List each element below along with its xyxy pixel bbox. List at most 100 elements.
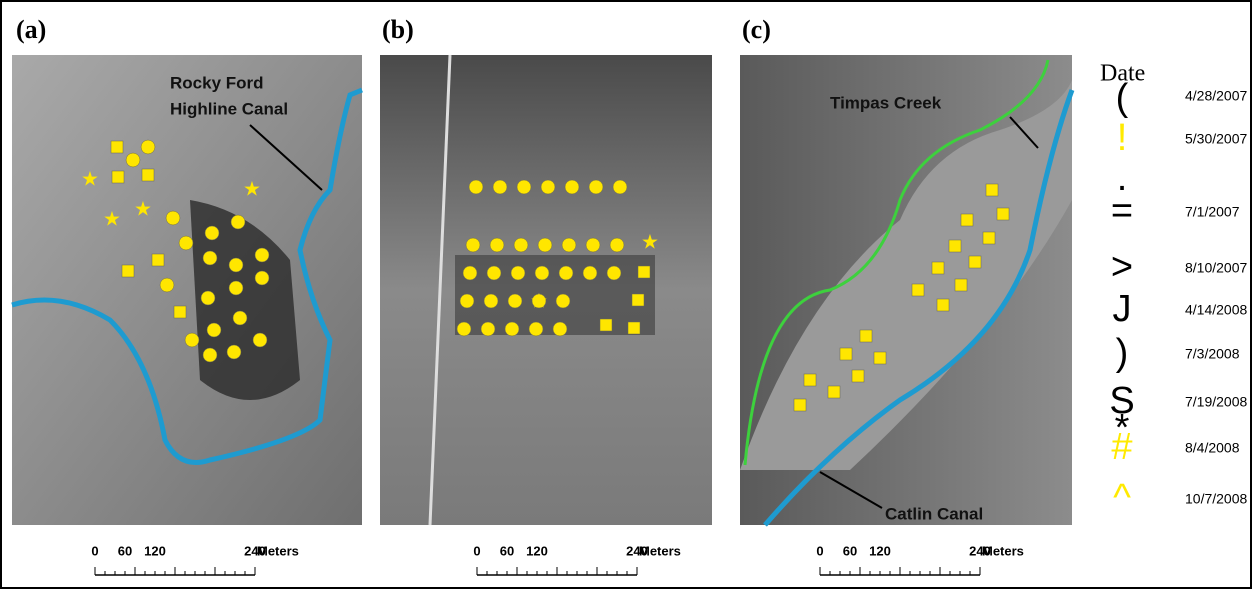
legend-date: 8/4/2008 bbox=[1185, 440, 1240, 456]
site-marker bbox=[859, 329, 873, 343]
site-marker bbox=[165, 210, 181, 226]
site-marker bbox=[558, 265, 574, 281]
site-marker bbox=[960, 213, 974, 227]
labels: (a) (b) (c) Rocky Ford Highline Canal Timpas … bbox=[16, 15, 1247, 576]
scale-label: 60 bbox=[118, 543, 132, 558]
legend-symbol: J bbox=[1113, 288, 1132, 330]
site-marker bbox=[459, 293, 475, 309]
scale-label: 0 bbox=[816, 543, 823, 558]
legend-symbol: > bbox=[1111, 246, 1133, 288]
legend-date: 4/28/2007 bbox=[1185, 88, 1247, 104]
site-marker bbox=[252, 332, 268, 348]
site-marker bbox=[609, 237, 625, 253]
site-marker bbox=[516, 179, 532, 195]
site-marker bbox=[637, 265, 651, 279]
arrow bbox=[249, 124, 323, 191]
arrow bbox=[819, 471, 883, 509]
scale-label: 240 bbox=[626, 543, 648, 558]
legend-symbol: ) bbox=[1116, 332, 1129, 374]
site-marker bbox=[254, 247, 270, 263]
site-marker bbox=[531, 293, 547, 309]
legend-symbol: S bbox=[1109, 380, 1134, 422]
site-marker bbox=[178, 235, 194, 251]
site-marker bbox=[140, 139, 156, 155]
site-marker bbox=[456, 321, 472, 337]
site-marker bbox=[230, 214, 246, 230]
site-marker bbox=[125, 152, 141, 168]
scale-label: 120 bbox=[144, 543, 166, 558]
site-marker bbox=[627, 321, 641, 335]
site-marker bbox=[968, 255, 982, 269]
arrow bbox=[1009, 116, 1039, 149]
site-marker bbox=[173, 305, 187, 319]
legend-symbol: ! bbox=[1117, 117, 1128, 159]
site-marker bbox=[200, 290, 216, 306]
scale-label: 0 bbox=[91, 543, 98, 558]
site-marker bbox=[606, 265, 622, 281]
site-marker bbox=[110, 140, 124, 154]
scale-label: 120 bbox=[526, 543, 548, 558]
site-marker bbox=[507, 293, 523, 309]
site-marker bbox=[931, 261, 945, 275]
site-marker bbox=[228, 257, 244, 273]
site-marker bbox=[588, 179, 604, 195]
site-marker bbox=[982, 231, 996, 245]
site-marker bbox=[631, 293, 645, 307]
scale-label: 0 bbox=[473, 543, 480, 558]
scale-label: 240 bbox=[969, 543, 991, 558]
site-marker bbox=[911, 283, 925, 297]
site-marker bbox=[480, 321, 496, 337]
site-marker bbox=[510, 265, 526, 281]
site-marker bbox=[793, 398, 807, 412]
site-marker bbox=[985, 183, 999, 197]
site-marker bbox=[159, 277, 175, 293]
site-marker bbox=[462, 265, 478, 281]
site-marker bbox=[528, 321, 544, 337]
panel-label: (a) bbox=[16, 15, 46, 44]
site-marker bbox=[465, 237, 481, 253]
site-marker: ★ bbox=[530, 290, 548, 312]
site-marker bbox=[486, 265, 502, 281]
aerial-image bbox=[12, 55, 362, 525]
panel-label: (c) bbox=[742, 15, 771, 44]
site-marker bbox=[513, 237, 529, 253]
legend-symbol: # bbox=[1111, 426, 1132, 468]
site-marker bbox=[206, 322, 222, 338]
site-marker bbox=[827, 385, 841, 399]
site-marker bbox=[141, 168, 155, 182]
site-marker bbox=[612, 179, 628, 195]
site-marker bbox=[599, 318, 613, 332]
site-markers: ★★ ★★★★ bbox=[81, 139, 1010, 412]
site-marker bbox=[111, 170, 125, 184]
site-marker bbox=[232, 310, 248, 326]
annotation: Rocky Ford bbox=[170, 73, 264, 92]
scale-label: 120 bbox=[869, 543, 891, 558]
site-marker bbox=[202, 347, 218, 363]
site-marker bbox=[936, 298, 950, 312]
scale-unit: Meters bbox=[639, 543, 681, 558]
site-marker bbox=[839, 347, 853, 361]
canal bbox=[11, 87, 363, 465]
site-marker: ★ bbox=[641, 231, 659, 253]
scale-unit: Meters bbox=[982, 543, 1024, 558]
site-marker bbox=[564, 179, 580, 195]
legend-symbol: * bbox=[1115, 407, 1130, 449]
site-marker: ★ bbox=[81, 168, 99, 190]
site-marker bbox=[492, 179, 508, 195]
site-marker bbox=[228, 280, 244, 296]
site-marker bbox=[468, 179, 484, 195]
road bbox=[428, 54, 452, 526]
scale-unit: Meters bbox=[257, 543, 299, 558]
site-marker bbox=[184, 332, 200, 348]
legend-date: 4/14/2008 bbox=[1185, 302, 1247, 318]
site-marker bbox=[552, 321, 568, 337]
creek bbox=[743, 59, 1050, 466]
riparian-area bbox=[740, 80, 1072, 470]
scale-label: 240 bbox=[244, 543, 266, 558]
site-marker bbox=[948, 239, 962, 253]
legend-symbol: ( bbox=[1116, 77, 1129, 119]
annotation: Highline Canal bbox=[170, 99, 288, 118]
legend-date: 8/10/2007 bbox=[1185, 260, 1247, 276]
legend-symbol: = bbox=[1111, 190, 1133, 232]
